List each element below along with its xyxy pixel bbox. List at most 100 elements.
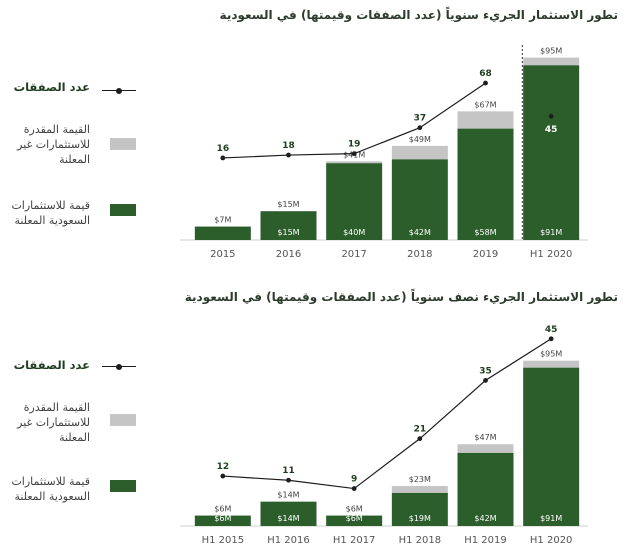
bar-undisclosed xyxy=(391,145,448,160)
bar-undisclosed xyxy=(457,444,514,453)
x-tick-label: 2017 xyxy=(341,249,366,260)
legend-label-disclosed: قيمة للاستثمارات السعودية المعلنة xyxy=(11,199,90,227)
deals-value-label: 45 xyxy=(545,125,558,135)
bar-undisclosed xyxy=(457,111,514,129)
bar-value-label: $40M xyxy=(343,228,365,237)
bar-value-label: $91M xyxy=(540,514,562,523)
bar-disclosed xyxy=(326,515,383,526)
x-tick-label: H1 2020 xyxy=(530,535,573,546)
deals-value-label: 9 xyxy=(351,475,357,485)
bar-total-label: $49M xyxy=(409,135,431,144)
bar-disclosed xyxy=(260,211,317,240)
chart-2-title: تطور الاستثمار الجريء نصف سنوياً (عدد ال… xyxy=(184,290,618,304)
bar-value-label: $58M xyxy=(474,228,496,237)
legend-swatch-deals-line-2 xyxy=(102,363,136,370)
bar-value-label: $42M xyxy=(474,514,496,523)
bar-undisclosed xyxy=(391,485,448,493)
x-tick-label: H1 2017 xyxy=(333,535,376,546)
legend-item-deals-2: عدد الصفقات xyxy=(10,358,136,402)
deals-point xyxy=(286,152,291,158)
bar-disclosed xyxy=(194,226,251,240)
bar-disclosed xyxy=(457,452,514,526)
x-tick-label: H1 2015 xyxy=(202,535,245,546)
x-tick-label: H1 2016 xyxy=(267,535,310,546)
deals-point xyxy=(351,151,357,157)
x-tick-label: 2016 xyxy=(276,249,301,260)
bar-disclosed xyxy=(194,515,251,526)
bar-value-label: $6M xyxy=(346,514,363,523)
bar-total-label: $6M xyxy=(214,505,231,514)
deals-value-label: 19 xyxy=(348,140,361,150)
bar-undisclosed xyxy=(326,161,383,164)
bar-disclosed xyxy=(391,159,448,240)
legend-label-undisclosed-2: القيمة المقدرة للاستثمارات غير المعلنة xyxy=(17,401,90,444)
legend-label-deals-2: عدد الصفقات xyxy=(13,358,90,372)
x-tick-label: H1 2018 xyxy=(399,535,442,546)
bar-total-label: $7M xyxy=(214,216,231,225)
legend-label-deals: عدد الصفقات xyxy=(13,80,90,94)
deals-point xyxy=(220,155,226,161)
bar-value-label: $15M xyxy=(277,228,299,237)
legend-label-undisclosed: القيمة المقدرة للاستثمارات غير المعلنة xyxy=(17,123,90,166)
deals-value-label: 21 xyxy=(414,425,427,435)
x-tick-label: H1 2020 xyxy=(530,249,573,260)
bar-total-label: $95M xyxy=(540,47,562,56)
bar-total-label: $47M xyxy=(474,433,496,442)
bar-total-label: $6M xyxy=(346,505,363,514)
legend-item-disclosed: قيمة للاستثمارات السعودية المعلنة xyxy=(10,198,136,242)
legend-swatch-disclosed xyxy=(110,204,136,216)
legend-swatch-disclosed-2 xyxy=(110,480,136,492)
deals-point xyxy=(483,80,488,86)
deals-point xyxy=(286,477,291,483)
deals-point xyxy=(483,378,488,383)
legend-label-disclosed-2: قيمة للاستثمارات السعودية المعلنة xyxy=(11,475,90,503)
legend-item-undisclosed: القيمة المقدرة للاستثمارات غير المعلنة xyxy=(10,122,136,166)
bar-total-label: $14M xyxy=(277,491,299,500)
bar-disclosed xyxy=(457,128,514,240)
deals-point xyxy=(417,436,423,442)
x-tick-label: 2019 xyxy=(473,249,498,260)
deals-value-label: 12 xyxy=(217,462,230,472)
legend-item-deals: عدد الصفقات xyxy=(10,80,136,124)
deals-point xyxy=(417,125,423,131)
bar-value-label: $19M xyxy=(409,514,431,523)
legend-swatch-undisclosed xyxy=(110,138,136,150)
bar-value-label: $42M xyxy=(409,228,431,237)
deals-line xyxy=(222,338,552,490)
deals-value-label: 35 xyxy=(479,366,492,376)
bar-value-label: $91M xyxy=(540,228,562,237)
bar-value-label: $6M xyxy=(214,514,231,523)
chart-1-plot: $7M2015$15M$15M2016$40M$41M2017$42M$49M2… xyxy=(180,45,588,260)
bar-disclosed xyxy=(523,65,580,240)
bar-disclosed xyxy=(391,492,448,526)
bar-total-label: $67M xyxy=(474,100,496,109)
deals-value-label: 68 xyxy=(479,69,492,79)
bar-undisclosed xyxy=(523,360,580,368)
bar-disclosed xyxy=(326,163,383,240)
deals-point xyxy=(351,486,357,491)
bar-value-label: $14M xyxy=(277,514,299,523)
deals-point xyxy=(548,336,554,342)
legend-swatch-deals-line xyxy=(102,87,136,94)
legend-item-disclosed-2: قيمة للاستثمارات السعودية المعلنة xyxy=(10,474,136,518)
x-tick-label: 2015 xyxy=(210,249,235,260)
bar-total-label: $23M xyxy=(409,475,431,484)
bar-total-label: $95M xyxy=(540,350,562,359)
bar-disclosed xyxy=(523,367,580,526)
deals-value-label: 37 xyxy=(414,114,427,124)
deals-value-label: 11 xyxy=(282,466,295,476)
bar-undisclosed xyxy=(523,57,580,66)
chart-1-title: تطور الاستثمار الجريء سنوياً (عدد الصفقا… xyxy=(219,8,618,22)
bar-total-label: $15M xyxy=(277,200,299,209)
x-tick-label: H1 2019 xyxy=(464,535,507,546)
deals-value-label: 18 xyxy=(282,141,295,151)
legend-swatch-undisclosed-2 xyxy=(110,414,136,426)
bar-disclosed xyxy=(260,501,317,526)
legend-item-undisclosed-2: القيمة المقدرة للاستثمارات غير المعلنة xyxy=(10,400,136,444)
deals-point xyxy=(548,113,554,119)
x-tick-label: 2018 xyxy=(407,249,432,260)
deals-point xyxy=(220,473,226,479)
deals-value-label: 16 xyxy=(217,144,230,154)
deals-value-label: 45 xyxy=(545,325,558,335)
